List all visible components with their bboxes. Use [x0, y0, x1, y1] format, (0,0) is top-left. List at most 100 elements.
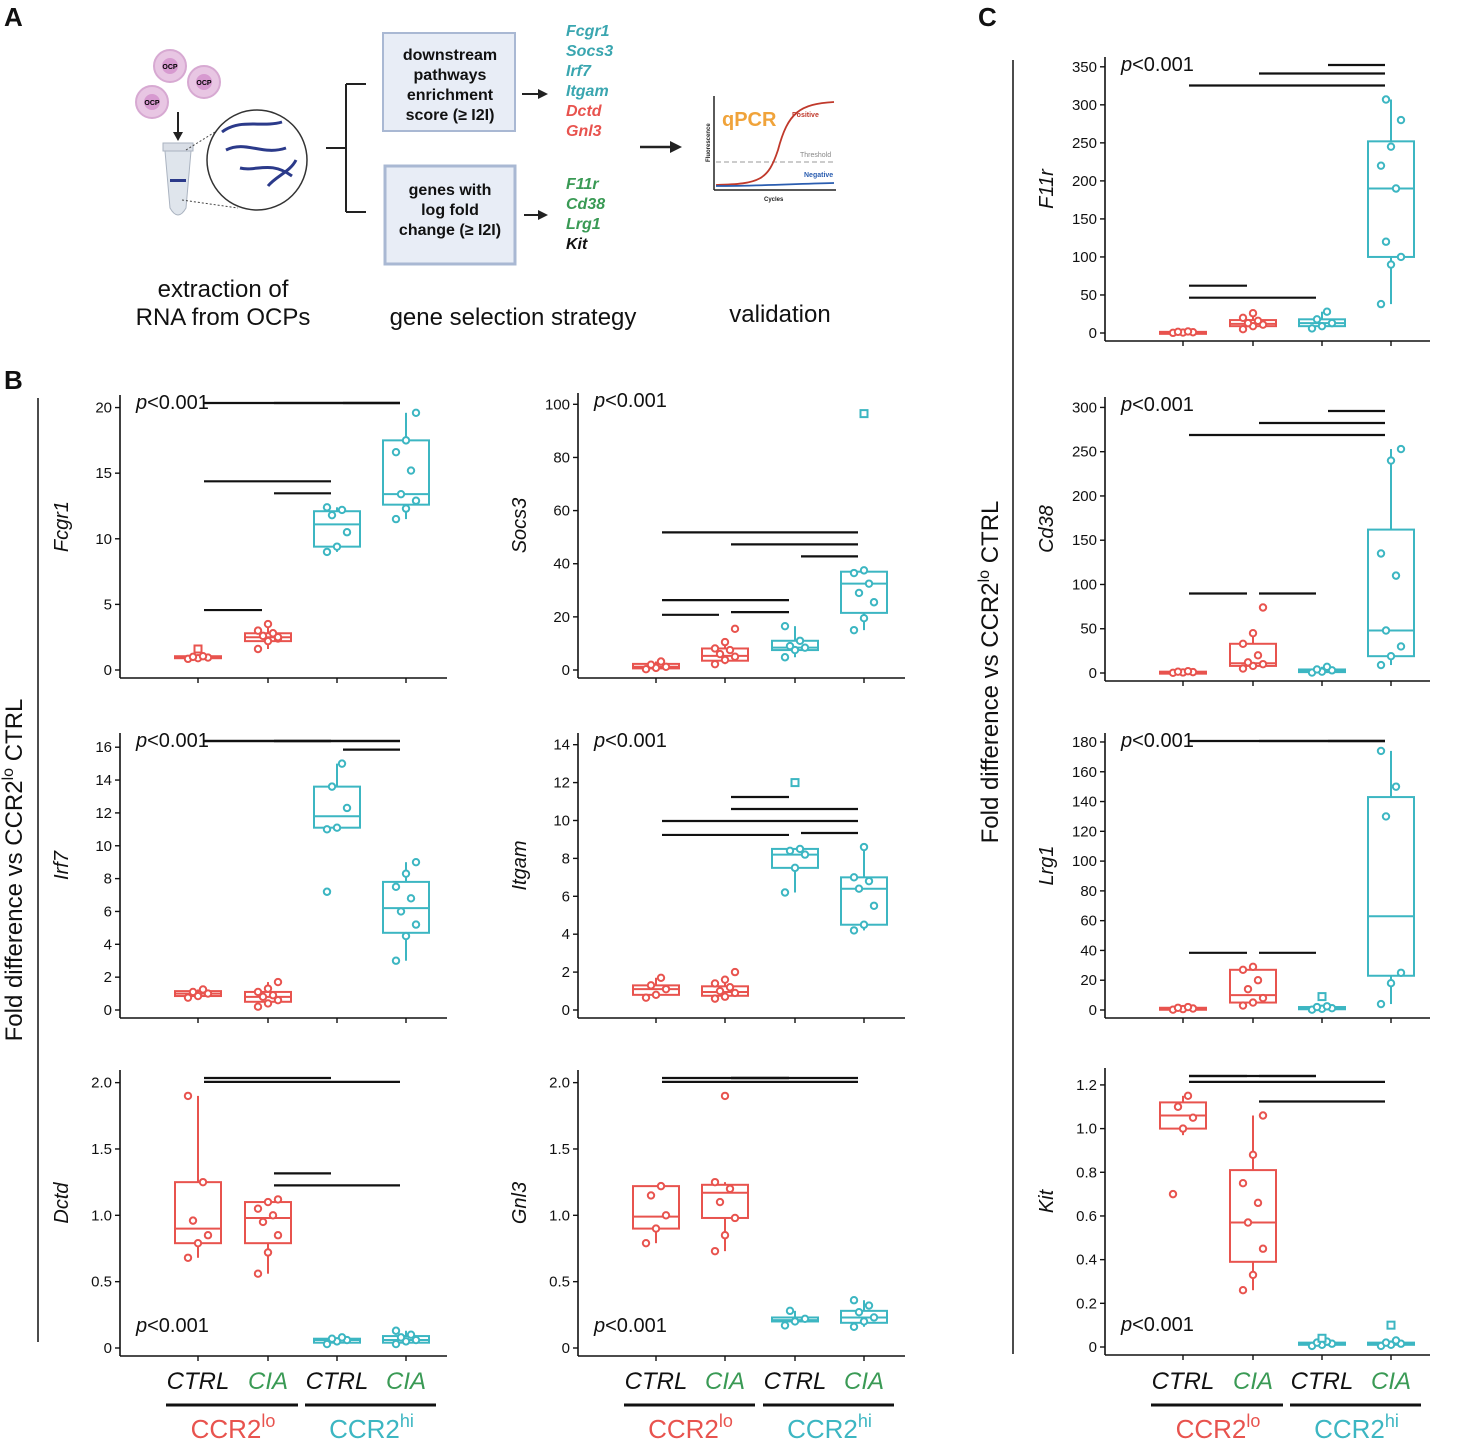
data-point — [854, 1307, 864, 1317]
box-2 — [771, 1306, 819, 1330]
data-point — [1386, 456, 1396, 465]
data-point — [253, 644, 263, 654]
y-tick-label: 0.8 — [1076, 1164, 1097, 1181]
middle-group-label-2: CTRL — [764, 1368, 827, 1395]
chart-dctd: 0 0.5 1.0 1.5 2.0 Dctd p<0.001 — [51, 1070, 447, 1361]
data-point — [1173, 1003, 1183, 1012]
right-group-label-0: CTRL — [1152, 1368, 1215, 1395]
data-point — [790, 863, 800, 873]
gene-gnl3: Gnl3 — [566, 123, 602, 140]
data-point — [391, 956, 401, 965]
y-tick-label: 80 — [553, 449, 570, 466]
qpcr-positive-label: Positive — [792, 112, 819, 119]
data-point — [342, 803, 352, 813]
data-point — [720, 1231, 730, 1240]
data-point — [795, 636, 805, 645]
foldchange-line-2: log fold — [421, 202, 479, 219]
enrichment-line-3: enrichment — [406, 87, 494, 104]
data-point — [785, 1306, 795, 1316]
data-point — [730, 1213, 740, 1223]
data-point — [849, 1322, 859, 1331]
right-ccr2hi-label: CCR2hi — [1314, 1411, 1399, 1439]
data-point — [1376, 660, 1386, 670]
y-tick-label: 2 — [104, 969, 112, 986]
data-point — [1386, 142, 1396, 151]
panel-b-letter: B — [4, 365, 23, 395]
data-point — [1381, 237, 1391, 246]
iqr-box — [701, 1183, 749, 1219]
data-point — [641, 1238, 651, 1248]
y-axis-gene-label: Lrg1 — [1036, 845, 1058, 885]
data-point — [1173, 1102, 1183, 1111]
y-tick-label: 100 — [1072, 853, 1097, 870]
data-point — [1396, 444, 1406, 454]
data-point — [1178, 1124, 1188, 1133]
box-0 — [1159, 1002, 1207, 1014]
enrichment-line-4: score (≥ I2I) — [405, 107, 495, 124]
data-point — [720, 655, 730, 665]
data-point — [253, 1269, 263, 1278]
rna-magnified-icon — [206, 109, 308, 211]
iqr-box — [840, 876, 888, 926]
data-point — [203, 989, 213, 998]
data-point — [391, 882, 401, 892]
strategy-label: gene selection strategy — [389, 304, 637, 331]
data-point — [263, 1248, 273, 1257]
data-point — [720, 1091, 730, 1101]
data-point — [1391, 184, 1401, 193]
box-2 — [771, 778, 819, 897]
data-point — [332, 542, 342, 551]
y-tick-label: 8 — [104, 871, 112, 888]
data-point — [800, 850, 810, 859]
data-point — [1391, 782, 1401, 791]
data-point — [396, 907, 406, 916]
foldchange-box-text: genes with log fold change (≥ I2I) — [385, 181, 515, 241]
data-point — [273, 995, 283, 1005]
data-point — [725, 983, 735, 992]
y-tick-label: 1.0 — [549, 1207, 570, 1224]
box-0 — [174, 644, 222, 664]
data-point — [258, 992, 268, 1002]
data-point — [1396, 968, 1406, 977]
data-point — [646, 1191, 656, 1200]
enrichment-line-2: pathways — [413, 67, 487, 84]
y-tick-label: 0.6 — [1076, 1208, 1097, 1225]
data-point — [854, 884, 864, 893]
data-point — [411, 857, 421, 867]
arrow-to-qpcr-head — [670, 141, 682, 153]
y-tick-label: 20 — [553, 609, 570, 626]
data-point — [1173, 667, 1183, 676]
data-point — [258, 631, 268, 641]
box-1 — [1229, 309, 1277, 334]
left-ccr2lo-label: CCR2lo — [191, 1411, 276, 1439]
data-point — [1183, 327, 1193, 336]
data-point — [1376, 746, 1386, 756]
data-point — [1188, 1113, 1198, 1122]
p-value-label: p<0.001 — [135, 392, 209, 414]
data-point — [780, 888, 790, 897]
enrichment-line-1: downstream — [402, 47, 498, 64]
down-arrow-head — [173, 132, 183, 141]
y-tick-label: 0.5 — [91, 1274, 112, 1291]
data-point — [1258, 659, 1268, 669]
y-tick-label: 120 — [1072, 823, 1097, 840]
data-point — [1312, 315, 1322, 324]
branch-bracket — [326, 83, 366, 213]
p-value-label: p<0.001 — [1120, 730, 1194, 752]
data-point — [263, 984, 273, 993]
data-point — [322, 1339, 332, 1349]
data-point — [1238, 1179, 1248, 1188]
data-point — [661, 984, 671, 994]
y-axis-gene-label: Socs3 — [509, 498, 531, 554]
data-point — [715, 986, 725, 996]
data-point — [198, 652, 208, 661]
box-3 — [840, 409, 888, 635]
left-group-label-0: CTRL — [167, 1368, 230, 1395]
outlier-point — [859, 409, 869, 419]
gene-kit: Kit — [566, 236, 588, 253]
data-point — [1322, 662, 1332, 672]
y-tick-label: 140 — [1072, 794, 1097, 811]
y-tick-label: 0 — [562, 1002, 570, 1019]
data-point — [780, 621, 790, 631]
data-point — [327, 782, 337, 791]
